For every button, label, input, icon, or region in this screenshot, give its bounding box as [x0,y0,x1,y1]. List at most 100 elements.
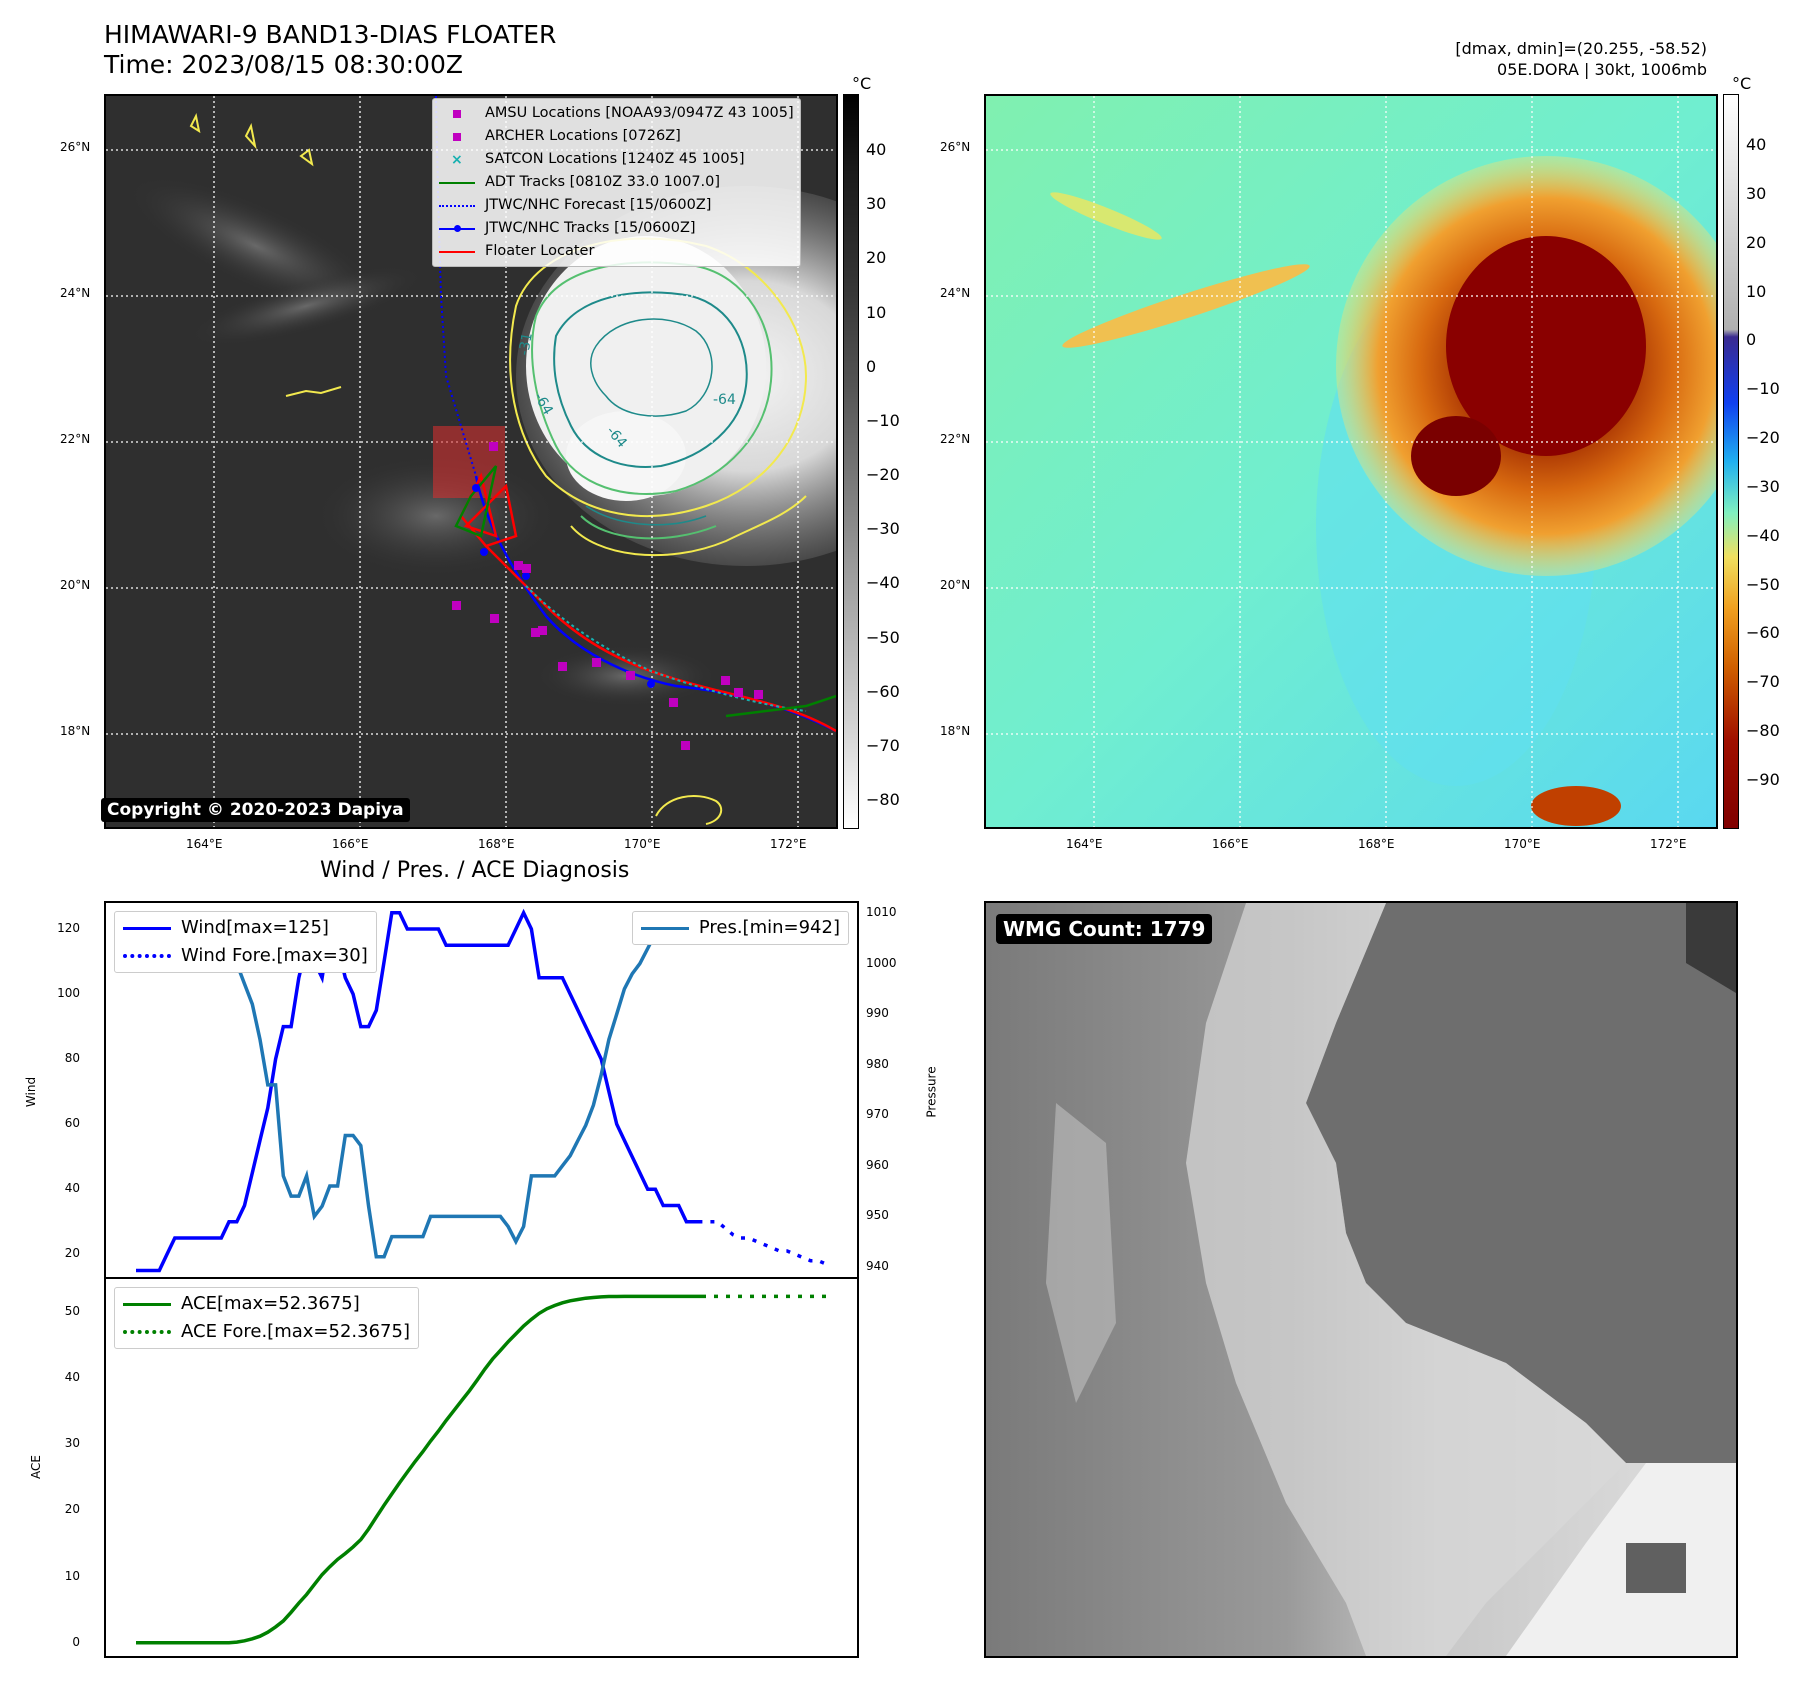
wind-tick: 20 [64,1246,80,1261]
ace-panel: ACE[max=52.3675] ACE Fore.[max=52.3675] [104,1277,859,1658]
dotted-line-icon [439,199,475,213]
lat-tick: 26°N [60,140,91,154]
colorbar-tick: 0 [866,356,877,376]
legend-item: ACE[max=52.3675] [123,1290,410,1318]
lat-tick: 20°N [60,578,91,592]
colorbar-tick: 30 [1746,183,1767,203]
lon-tick: 172°E [1650,837,1687,851]
colorbar-tick: −10 [1746,379,1780,399]
colorbar-tick: −50 [866,627,900,647]
colorbar-tick: −80 [1746,721,1780,741]
wind-tick: 80 [64,1051,80,1066]
wmg-count-badge: WMG Count: 1779 [996,914,1213,944]
pressure-tick: 960 [866,1157,889,1172]
colorbar-tick: 40 [866,140,887,159]
figure-title-line1: HIMAWARI-9 BAND13-DIAS FLOATER [104,20,557,49]
ace-tick: 0 [72,1634,80,1649]
legend-item: Wind Fore.[max=30] [123,942,368,970]
legend-item: × SATCON Locations [1240Z 45 1005] [439,148,794,171]
legend-item: JTWC/NHC Forecast [15/0600Z] [439,194,794,217]
dotted-line-icon [123,1327,171,1337]
legend-item: AMSU Locations [NOAA93/0947Z 43 1005] [439,102,794,125]
lon-tick: 168°E [1358,837,1395,851]
pressure-tick: 1010 [866,905,897,920]
legend-item: ARCHER Locations [0726Z] [439,125,794,148]
wmg-panel [984,901,1738,1658]
lat-tick: 26°N [940,140,971,154]
pressure-tick: 970 [866,1107,889,1122]
ir-map-panel: -31 -64 -64 -64 [104,94,838,829]
colorbar-tick: 30 [866,194,887,214]
colorbar-tick: 20 [1746,232,1767,252]
wind-tick: 100 [57,986,80,1001]
colorbar-tick: −60 [866,681,900,701]
stats-line2: 05E.DORA | 30kt, 1006mb [1497,60,1707,79]
legend-item: ACE Fore.[max=52.3675] [123,1318,410,1346]
ace-tick: 50 [64,1304,80,1319]
lat-tick: 22°N [940,432,971,446]
lat-tick: 22°N [60,432,91,446]
wmg-image [986,903,1736,1656]
square-icon [439,107,475,121]
colorbar-tick: 10 [866,302,887,322]
line-icon [123,1299,171,1309]
pressure-legend: Pres.[min=942] [631,911,849,945]
ace-tick: 40 [64,1370,80,1385]
pressure-tick: 980 [866,1056,889,1071]
wind-forecast-series-line [686,1219,827,1266]
colorbar-tick: −40 [866,573,900,593]
colorbar-tick: −80 [866,790,900,809]
dotted-line-icon [123,951,171,961]
pressure-tick: 1000 [866,955,897,970]
contour-label: -64 [713,392,736,408]
line-dot-icon [439,222,475,236]
colorbar-tick: −30 [1746,476,1780,496]
figure-title-line2: Time: 2023/08/15 08:30:00Z [104,50,463,79]
colorbar-tick: −40 [1746,525,1780,545]
lon-tick: 172°E [770,837,807,851]
line-icon [439,176,475,190]
colorbar-tick: 10 [1746,281,1767,301]
x-marker-icon: × [451,151,463,168]
wind-tick: 40 [64,1181,80,1196]
ace-tick: 10 [64,1568,80,1583]
contour-label: -31 [516,331,536,356]
diagnosis-title: Wind / Pres. / ACE Diagnosis [320,858,630,883]
colorbar-unit: °C [852,74,872,93]
lon-tick: 170°E [624,837,661,851]
enhanced-map-panel [984,94,1718,829]
lat-tick: 20°N [940,578,971,592]
wind-tick: 120 [57,921,80,936]
colorbar-tick: 20 [866,248,887,268]
lat-tick: 24°N [940,286,971,300]
lon-tick: 170°E [1504,837,1541,851]
copyright-badge: Copyright © 2020-2023 Dapiya [101,798,410,822]
ace-axis-label: ACE [28,1455,43,1479]
colorbar-tick: −20 [1746,428,1780,448]
ace-series-line [136,1294,702,1645]
enhanced-map-image [986,96,1716,827]
lat-tick: 18°N [60,724,91,738]
colorbar-tick: −50 [1746,574,1780,594]
ace-tick: 30 [64,1436,80,1451]
wind-legend: Wind[max=125] Wind Fore.[max=30] [114,911,377,973]
pressure-tick: 990 [866,1006,889,1021]
line-icon [439,245,475,259]
ace-tick: 20 [64,1502,80,1517]
wind-series-line [136,908,702,1273]
lat-tick: 18°N [940,724,971,738]
legend-item: ADT Tracks [0810Z 33.0 1007.0] [439,171,794,194]
colorbar-tick: 0 [1746,330,1757,350]
lon-tick: 164°E [1066,837,1103,851]
lon-tick: 166°E [1212,837,1249,851]
colorbar-tick: 40 [1746,135,1767,154]
line-icon [640,923,689,933]
map-legend: AMSU Locations [NOAA93/0947Z 43 1005] AR… [432,98,801,267]
pressure-tick: 940 [866,1258,889,1273]
colorbar-tick: −20 [866,465,900,484]
colorbar-tick: −10 [866,410,900,430]
stats-header: [dmax, dmin]=(20.255, -58.52) 05E.DORA |… [1455,38,1707,80]
lon-tick: 164°E [186,837,223,851]
lat-tick: 24°N [60,286,91,300]
ace-legend: ACE[max=52.3675] ACE Fore.[max=52.3675] [114,1287,419,1349]
